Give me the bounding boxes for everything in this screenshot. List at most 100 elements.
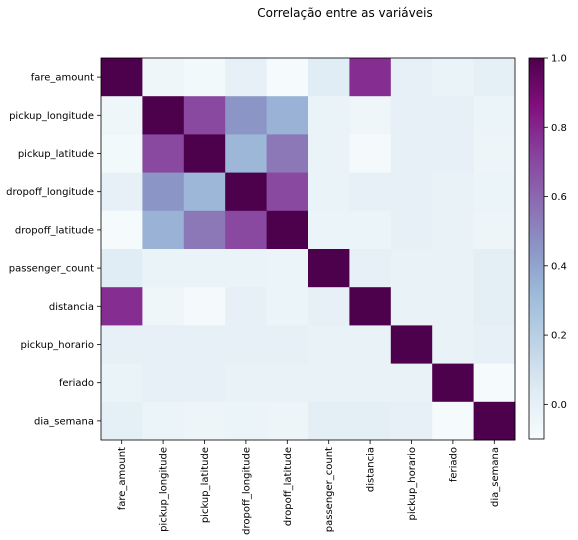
y-tick-label-pickup_longitude: pickup_longitude bbox=[9, 111, 94, 122]
heatmap-cell-dia_semana-pickup_longitude bbox=[142, 401, 185, 441]
heatmap-cell-fare_amount-dropoff_longitude bbox=[225, 58, 267, 97]
heatmap-cell-distancia-distancia bbox=[349, 287, 392, 326]
heatmap-cell-pickup_latitude-dropoff_longitude bbox=[225, 134, 267, 173]
heatmap-cell-passenger_count-dropoff_longitude bbox=[225, 249, 267, 288]
heatmap-cell-fare_amount-fare_amount bbox=[101, 58, 143, 97]
heatmap-cell-dia_semana-feriado bbox=[432, 401, 474, 441]
heatmap-cell-distancia-pickup_longitude bbox=[142, 287, 185, 326]
heatmap-cell-dropoff_latitude-feriado bbox=[432, 210, 474, 250]
heatmap-cell-passenger_count-pickup_longitude bbox=[142, 249, 185, 288]
heatmap-frame bbox=[100, 57, 516, 441]
heatmap-cell-dropoff_latitude-fare_amount bbox=[101, 210, 143, 250]
heatmap-cell-feriado-fare_amount bbox=[101, 363, 143, 403]
heatmap-cell-dropoff_longitude-fare_amount bbox=[101, 172, 143, 212]
heatmap-cell-pickup_longitude-pickup_longitude bbox=[142, 96, 185, 135]
y-tick-label-fare_amount: fare_amount bbox=[31, 73, 94, 84]
colorbar-tick-label: 0.6 bbox=[551, 192, 567, 203]
heatmap-cell-pickup_horario-pickup_longitude bbox=[142, 325, 185, 364]
y-axis-ticks: fare_amount pickup_longitude pickup_latitu… bbox=[6, 73, 101, 427]
y-tick-label-dia_semana: dia_semana bbox=[34, 416, 94, 427]
heatmap-cell-dropoff_latitude-dropoff_latitude bbox=[266, 210, 309, 250]
colorbar-frame bbox=[528, 57, 545, 440]
y-tick-label-distancia: distancia bbox=[49, 302, 94, 313]
heatmap-cell-dia_semana-dia_semana bbox=[473, 401, 516, 441]
heatmap-cell-fare_amount-dia_semana bbox=[473, 58, 516, 97]
heatmap-cell-fare_amount-passenger_count bbox=[308, 58, 350, 97]
heatmap-cell-passenger_count-dropoff_latitude bbox=[266, 249, 309, 288]
heatmap-cell-dia_semana-fare_amount bbox=[101, 401, 143, 441]
heatmap-cell-feriado-dia_semana bbox=[473, 363, 516, 403]
heatmap-cell-dropoff_longitude-dia_semana bbox=[473, 172, 516, 212]
heatmap-cell-pickup_horario-passenger_count bbox=[308, 325, 350, 364]
x-tick-label-fare_amount: fare_amount bbox=[117, 447, 128, 510]
y-tick-label-dropoff_latitude: dropoff_latitude bbox=[15, 225, 94, 236]
heatmap-cell-dropoff_longitude-dropoff_latitude bbox=[266, 172, 309, 212]
y-tick-label-pickup_latitude: pickup_latitude bbox=[18, 149, 94, 160]
heatmap-cell-distancia-feriado bbox=[432, 287, 474, 326]
heatmap-cell-passenger_count-dia_semana bbox=[473, 249, 516, 288]
y-tick-label-passenger_count: passenger_count bbox=[9, 264, 94, 275]
heatmap-cell-dropoff_latitude-pickup_longitude bbox=[142, 210, 185, 250]
heatmap-cell-dropoff_longitude-passenger_count bbox=[308, 172, 350, 212]
heatmap-cell-feriado-pickup_horario bbox=[390, 363, 433, 403]
x-tick-label-dia_semana: dia_semana bbox=[490, 447, 501, 507]
heatmap-cell-pickup_latitude-dropoff_latitude bbox=[266, 134, 309, 173]
heatmap-cell-dropoff_longitude-pickup_longitude bbox=[142, 172, 185, 212]
heatmap-cell-distancia-pickup_latitude bbox=[183, 287, 226, 326]
heatmap-cell-passenger_count-pickup_horario bbox=[390, 249, 433, 288]
colorbar bbox=[529, 58, 544, 439]
colorbar-tick-label: 0.4 bbox=[551, 261, 567, 272]
heatmap-cell-pickup_horario-dia_semana bbox=[473, 325, 516, 364]
heatmap-cell-pickup_longitude-pickup_latitude bbox=[183, 96, 226, 135]
x-tick-label-distancia: distancia bbox=[366, 447, 377, 492]
heatmap-cell-pickup_horario-distancia bbox=[349, 325, 392, 364]
heatmap-cell-pickup_longitude-feriado bbox=[432, 96, 474, 135]
heatmap-cell-pickup_horario-dropoff_latitude bbox=[266, 325, 309, 364]
heatmap-cell-distancia-dropoff_latitude bbox=[266, 287, 309, 326]
heatmap-cell-dia_semana-dropoff_longitude bbox=[225, 401, 267, 441]
y-tick-label-pickup_horario: pickup_horario bbox=[21, 340, 95, 351]
heatmap-cell-pickup_horario-pickup_latitude bbox=[183, 325, 226, 364]
heatmap-cell-fare_amount-pickup_horario bbox=[390, 58, 433, 97]
heatmap-cell-dropoff_latitude-distancia bbox=[349, 210, 392, 250]
heatmap-cell-dia_semana-pickup_latitude bbox=[183, 401, 226, 441]
heatmap-cell-fare_amount-dropoff_latitude bbox=[266, 58, 309, 97]
x-tick-label-dropoff_latitude: dropoff_latitude bbox=[283, 447, 294, 526]
heatmap-cell-distancia-dropoff_longitude bbox=[225, 287, 267, 326]
x-tick-label-dropoff_longitude: dropoff_longitude bbox=[241, 447, 252, 535]
colorbar-tick-label: 0.0 bbox=[551, 400, 567, 411]
heatmap-cell-distancia-passenger_count bbox=[308, 287, 350, 326]
heatmap-cell-dropoff_latitude-passenger_count bbox=[308, 210, 350, 250]
heatmap-cell-passenger_count-distancia bbox=[349, 249, 392, 288]
y-tick-label-dropoff_longitude: dropoff_longitude bbox=[6, 187, 94, 198]
x-tick-label-pickup_horario: pickup_horario bbox=[407, 447, 418, 521]
heatmap-cell-pickup_longitude-dropoff_latitude bbox=[266, 96, 309, 135]
x-axis-ticks: fare_amount pickup_longitude pickup_latitu… bbox=[117, 440, 501, 535]
heatmap-cell-pickup_longitude-distancia bbox=[349, 96, 392, 135]
heatmap-cell-dropoff_latitude-dia_semana bbox=[473, 210, 516, 250]
heatmap-cell-pickup_longitude-dia_semana bbox=[473, 96, 516, 135]
heatmap-cell-dropoff_latitude-dropoff_longitude bbox=[225, 210, 267, 250]
heatmap-cell-feriado-pickup_longitude bbox=[142, 363, 185, 403]
heatmap-cell-feriado-feriado bbox=[432, 363, 474, 403]
heatmap-cell-dropoff_longitude-feriado bbox=[432, 172, 474, 212]
heatmap-cell-passenger_count-passenger_count bbox=[308, 249, 350, 288]
heatmap-cells bbox=[101, 58, 516, 441]
heatmap-cell-feriado-dropoff_latitude bbox=[266, 363, 309, 403]
heatmap-cell-pickup_horario-pickup_horario bbox=[390, 325, 433, 364]
heatmap-cell-dropoff_longitude-pickup_latitude bbox=[183, 172, 226, 212]
heatmap-cell-pickup_latitude-feriado bbox=[432, 134, 474, 173]
heatmap-cell-distancia-pickup_horario bbox=[390, 287, 433, 326]
heatmap-cell-fare_amount-feriado bbox=[432, 58, 474, 97]
chart-title: Correlação entre as variáveis bbox=[257, 6, 432, 20]
heatmap-cell-fare_amount-pickup_longitude bbox=[142, 58, 185, 97]
heatmap-cell-dia_semana-dropoff_latitude bbox=[266, 401, 309, 441]
heatmap-cell-fare_amount-pickup_latitude bbox=[183, 58, 226, 97]
heatmap-cell-pickup_longitude-passenger_count bbox=[308, 96, 350, 135]
heatmap-cell-distancia-dia_semana bbox=[473, 287, 516, 326]
heatmap-cell-passenger_count-fare_amount bbox=[101, 249, 143, 288]
heatmap-cell-dropoff_latitude-pickup_latitude bbox=[183, 210, 226, 250]
heatmap-cell-passenger_count-pickup_latitude bbox=[183, 249, 226, 288]
x-tick-label-feriado: feriado bbox=[448, 447, 459, 482]
